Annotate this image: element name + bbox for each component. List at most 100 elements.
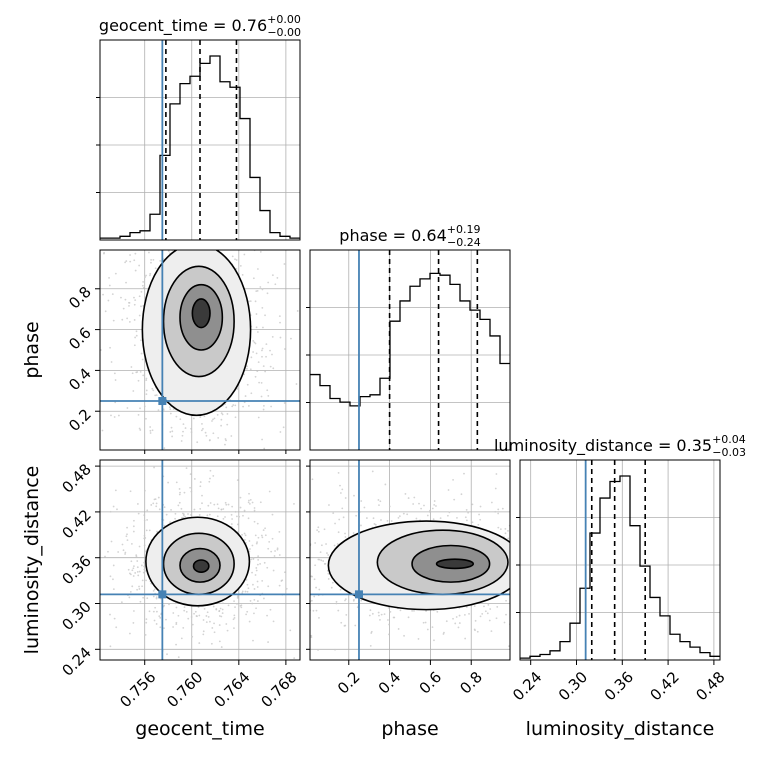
sample-point <box>261 536 264 539</box>
sample-point <box>254 375 257 378</box>
sample-point <box>183 609 186 612</box>
sample-point <box>108 276 110 279</box>
title-main: geocent_time = 0.76 <box>99 16 267 36</box>
sample-point <box>224 438 227 440</box>
truth-marker <box>158 590 167 599</box>
sample-point <box>311 478 314 481</box>
sample-point <box>168 406 171 409</box>
sample-point <box>222 508 225 510</box>
sample-point <box>234 258 236 261</box>
sample-point <box>256 522 259 525</box>
sample-point <box>332 512 335 515</box>
sample-point <box>207 616 210 618</box>
sample-point <box>352 532 355 534</box>
sample-point <box>497 526 500 529</box>
corner-panels <box>96 39 721 661</box>
sample-point <box>424 621 427 624</box>
sample-point <box>369 609 372 612</box>
sample-point <box>209 502 212 504</box>
sample-point <box>263 597 265 600</box>
sample-point <box>212 605 215 608</box>
sample-point <box>101 429 104 432</box>
sample-point <box>213 631 216 634</box>
sample-point <box>132 390 135 392</box>
sample-point <box>413 496 416 499</box>
sample-point <box>248 502 251 505</box>
sample-point <box>112 319 115 322</box>
sample-point <box>455 616 458 618</box>
sample-point <box>426 514 429 517</box>
sample-point <box>271 537 274 540</box>
sample-point <box>468 612 470 615</box>
sample-point <box>471 521 474 524</box>
sample-point <box>142 374 145 377</box>
title-minus: −0.24 <box>447 236 481 249</box>
sample-point <box>130 560 133 563</box>
sample-point <box>125 281 127 284</box>
sample-point <box>137 574 140 577</box>
sample-point <box>285 587 288 590</box>
sample-point <box>202 633 205 636</box>
sample-point <box>257 559 260 561</box>
sample-point <box>140 305 142 308</box>
axes-frame <box>99 39 301 241</box>
sample-point <box>255 569 258 572</box>
sample-point <box>425 610 427 612</box>
sample-point <box>234 416 237 419</box>
sample-point <box>190 431 193 433</box>
sample-point <box>231 255 234 258</box>
sample-point <box>178 501 181 504</box>
sample-point <box>466 519 468 522</box>
sample-point <box>327 554 330 556</box>
sample-point <box>495 617 498 620</box>
sample-point <box>293 502 295 505</box>
sample-point <box>199 485 202 488</box>
sample-point <box>139 429 142 431</box>
density-fill <box>193 560 209 573</box>
sample-point <box>177 656 180 659</box>
sample-point <box>107 550 109 553</box>
sample-point <box>257 268 259 270</box>
sample-point <box>239 496 242 499</box>
sample-point <box>387 619 389 621</box>
sample-point <box>317 526 320 529</box>
sample-point <box>261 349 263 352</box>
sample-point <box>253 612 255 615</box>
sample-point <box>126 407 129 409</box>
sample-point <box>230 523 233 525</box>
sample-point <box>149 426 152 428</box>
sample-point <box>117 551 120 553</box>
sample-point <box>215 607 218 610</box>
sample-point <box>341 507 344 510</box>
sample-point <box>448 511 451 514</box>
sample-point <box>353 494 355 497</box>
sample-point <box>333 544 336 547</box>
sample-point <box>143 405 146 408</box>
sample-point <box>479 505 482 508</box>
sample-point <box>133 565 135 568</box>
sample-point <box>379 618 381 621</box>
sample-point <box>132 525 135 528</box>
sample-point <box>139 600 142 603</box>
sample-point <box>233 617 236 619</box>
sample-point <box>201 427 204 430</box>
sample-point <box>153 466 155 469</box>
panel-phase-vs-geocent_time <box>99 249 301 451</box>
sample-point <box>199 507 202 510</box>
sample-point <box>196 441 199 444</box>
sample-point <box>195 615 198 617</box>
sample-point <box>178 488 181 490</box>
sample-point <box>253 509 256 512</box>
sample-point <box>168 603 170 606</box>
sample-point <box>189 486 191 489</box>
sample-point <box>243 509 246 512</box>
sample-point <box>433 500 436 502</box>
sample-point <box>235 267 238 270</box>
sample-point <box>218 609 221 612</box>
sample-point <box>131 372 134 375</box>
sample-point <box>113 617 116 620</box>
sample-point <box>334 522 336 525</box>
sample-point <box>227 503 230 506</box>
sample-point <box>133 519 135 522</box>
sample-point <box>483 605 485 608</box>
